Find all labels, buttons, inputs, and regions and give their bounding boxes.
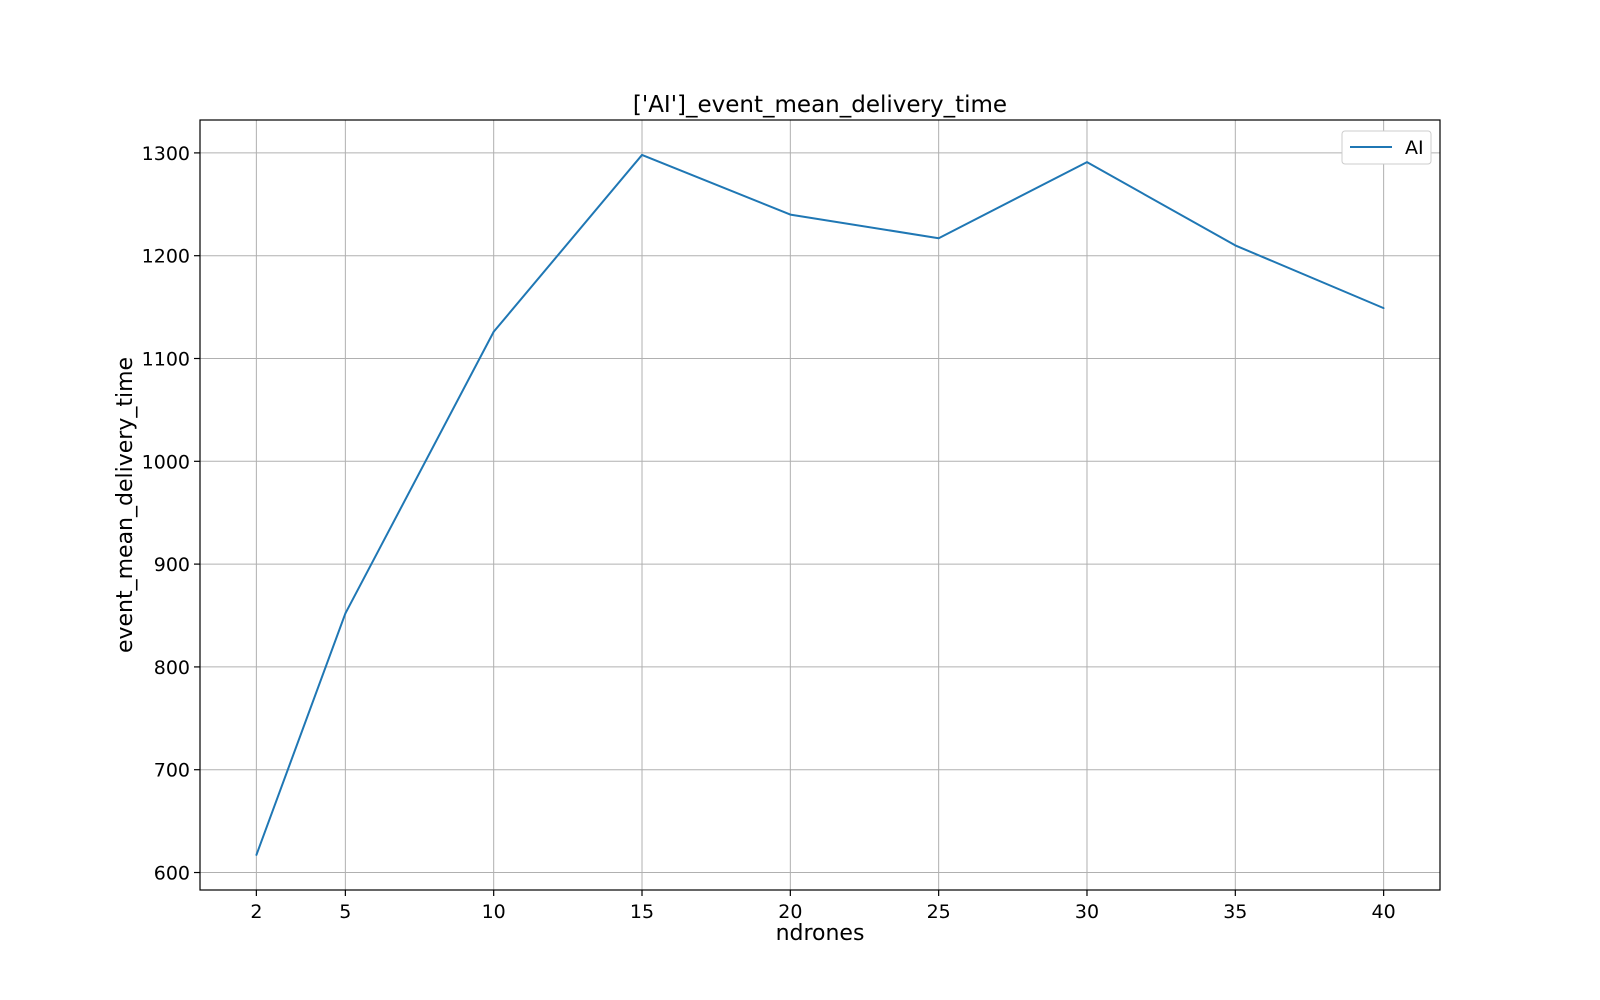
x-tick-label: 30 — [1075, 901, 1099, 923]
x-tick-label: 20 — [778, 901, 802, 923]
x-tick-label: 15 — [630, 901, 654, 923]
data-point — [255, 854, 258, 856]
x-tick-label: 10 — [482, 901, 506, 923]
y-axis-label: event_mean_delivery_time — [113, 357, 138, 653]
y-tick-label: 800 — [154, 657, 190, 679]
y-tick-label: 1000 — [142, 451, 190, 473]
y-tick-label: 600 — [154, 863, 190, 885]
legend: AI — [1341, 130, 1432, 165]
x-tick-label: 40 — [1372, 901, 1396, 923]
data-point — [1382, 307, 1385, 310]
data-point — [1234, 244, 1237, 247]
x-axis-label: ndrones — [776, 921, 865, 946]
data-point — [789, 213, 792, 216]
data-point — [344, 612, 347, 615]
plot-frame — [199, 119, 1441, 891]
y-tick-label: 1300 — [142, 143, 190, 165]
y-tick-label: 900 — [154, 554, 190, 576]
y-tick-label: 1200 — [142, 246, 190, 268]
chart-title: ['AI']_event_mean_delivery_time — [633, 92, 1007, 118]
data-point — [641, 154, 643, 156]
y-tick-label: 1100 — [142, 349, 190, 371]
x-axis-ticks: 2 5 10 15 20 25 30 35 40 — [250, 890, 1396, 923]
data-point — [1086, 161, 1088, 164]
y-tick-label: 700 — [154, 760, 190, 782]
series-layer — [255, 153, 1385, 856]
x-tick-label: 35 — [1223, 901, 1247, 923]
data-point — [492, 330, 495, 333]
grid — [200, 120, 1440, 890]
x-tick-label: 25 — [927, 901, 951, 923]
x-tick-label: 2 — [250, 901, 262, 923]
data-point — [937, 237, 940, 240]
y-axis-ticks: 600 700 800 900 1000 1100 1200 1300 — [142, 143, 200, 885]
x-tick-label: 5 — [339, 901, 351, 923]
legend-label: AI — [1405, 137, 1424, 159]
